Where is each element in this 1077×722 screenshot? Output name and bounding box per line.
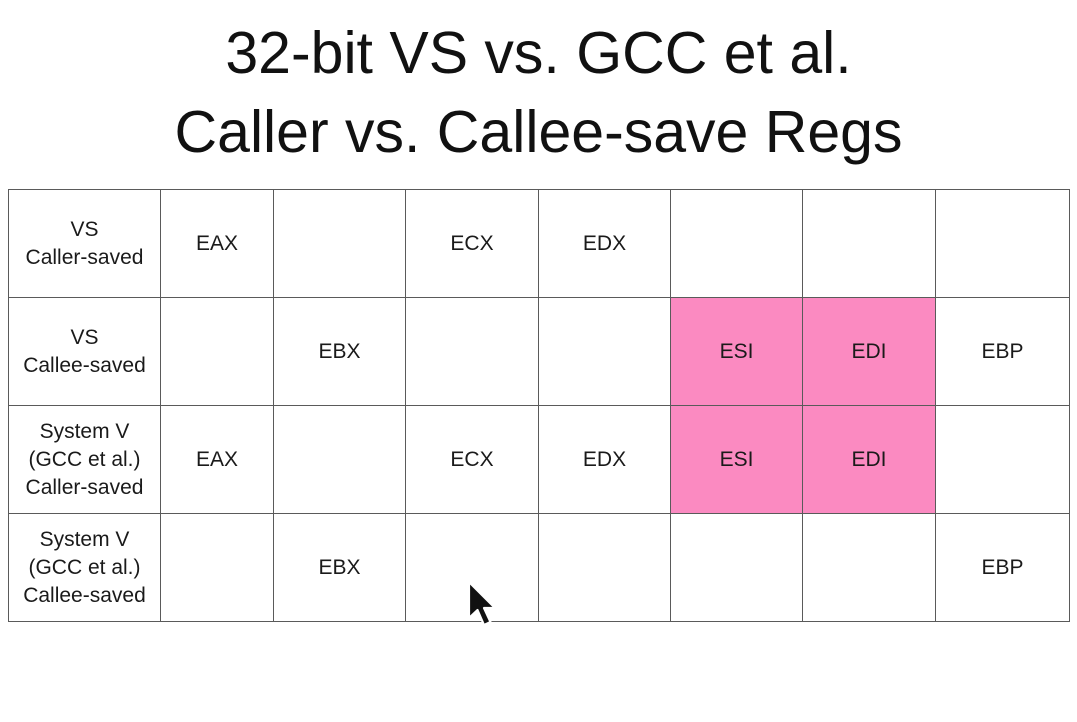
register-cell: EBP [935, 297, 1070, 406]
register-cell [538, 297, 671, 406]
table-row-systemv-caller-saved: System V (GCC et al.) Caller-saved EAX E… [8, 405, 1070, 514]
register-cell [160, 297, 274, 406]
register-cell [935, 189, 1070, 298]
register-cell-highlighted: EDI [802, 405, 936, 514]
register-cell-highlighted: EDI [802, 297, 936, 406]
register-cell-highlighted: ESI [670, 297, 803, 406]
register-cell: EBP [935, 513, 1070, 622]
register-cell: ECX [405, 189, 539, 298]
register-cell [935, 405, 1070, 514]
register-cell [802, 189, 936, 298]
row-label: System V (GCC et al.) Callee-saved [8, 513, 161, 622]
register-cell: EBX [273, 297, 406, 406]
register-cell [405, 297, 539, 406]
title-line-1: 32-bit VS vs. GCC et al. [225, 20, 852, 86]
register-cell [670, 189, 803, 298]
register-cell: EBX [273, 513, 406, 622]
register-cell [538, 513, 671, 622]
register-cell: ECX [405, 405, 539, 514]
table-row-systemv-callee-saved: System V (GCC et al.) Callee-saved EBX E… [8, 513, 1070, 622]
title-line-2: Caller vs. Callee-save Regs [174, 99, 903, 165]
register-cell: EAX [160, 405, 274, 514]
register-cell [802, 513, 936, 622]
register-cell [160, 513, 274, 622]
row-label: VS Callee-saved [8, 297, 161, 406]
register-cell: EDX [538, 189, 671, 298]
table-row-vs-caller-saved: VS Caller-saved EAX ECX EDX [8, 189, 1070, 298]
row-label: System V (GCC et al.) Caller-saved [8, 405, 161, 514]
register-cell: EAX [160, 189, 274, 298]
register-cell [273, 405, 406, 514]
register-cell [670, 513, 803, 622]
slide-title: 32-bit VS vs. GCC et al. Caller vs. Call… [0, 14, 1077, 172]
mouse-pointer-icon [466, 580, 506, 630]
register-table: VS Caller-saved EAX ECX EDX VS Callee-sa… [8, 189, 1070, 622]
table-row-vs-callee-saved: VS Callee-saved EBX ESI EDI EBP [8, 297, 1070, 406]
register-cell: EDX [538, 405, 671, 514]
register-cell [273, 189, 406, 298]
row-label: VS Caller-saved [8, 189, 161, 298]
register-cell-highlighted: ESI [670, 405, 803, 514]
